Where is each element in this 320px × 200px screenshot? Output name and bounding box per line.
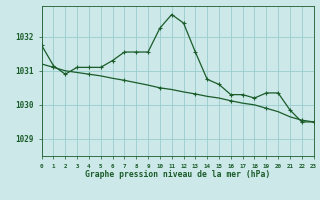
X-axis label: Graphe pression niveau de la mer (hPa): Graphe pression niveau de la mer (hPa) — [85, 170, 270, 179]
